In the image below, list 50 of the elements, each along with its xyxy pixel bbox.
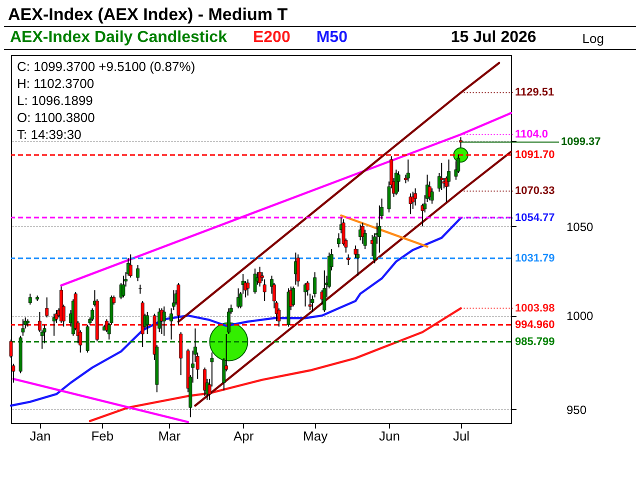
y-tick-label: 1000 bbox=[566, 309, 594, 324]
x-tick-label: Mar bbox=[158, 428, 182, 444]
candlestick bbox=[292, 286, 295, 307]
data-label: 1129.51 bbox=[515, 86, 554, 99]
candlestick bbox=[459, 136, 462, 148]
candlestick bbox=[45, 296, 49, 318]
candlestick bbox=[346, 254, 350, 266]
annotation: L: 1096.1899 bbox=[17, 93, 93, 108]
candlestick bbox=[396, 170, 400, 192]
y-tick-label: 1050 bbox=[566, 220, 594, 234]
text: Log bbox=[582, 30, 604, 46]
x-tick-label: May bbox=[303, 428, 328, 444]
x-tick-label: Feb bbox=[91, 428, 114, 444]
candlestick bbox=[128, 254, 132, 278]
data-label: 1003.98 bbox=[515, 302, 555, 314]
candlestick bbox=[356, 248, 360, 276]
candlestick bbox=[414, 188, 418, 206]
candlestick bbox=[246, 278, 250, 296]
text: M50 bbox=[316, 29, 348, 46]
candlestick bbox=[296, 254, 300, 288]
candlestick bbox=[203, 367, 206, 397]
ref-line-label: 1031.79 bbox=[515, 252, 555, 264]
annotation: C: 1099.3700 +9.5100 (0.87%) bbox=[17, 59, 196, 74]
y-tick-label: 950 bbox=[566, 402, 587, 417]
x-tick-label: Apr bbox=[233, 428, 254, 444]
x-tick-label: Jun bbox=[379, 428, 400, 444]
text: E200 bbox=[252, 29, 290, 46]
candlestick bbox=[122, 275, 126, 298]
candlestick bbox=[146, 311, 150, 334]
data-label: 1070.33 bbox=[515, 185, 555, 198]
annotation: 1099.37 bbox=[561, 136, 601, 148]
ref-line-label: 985.799 bbox=[515, 336, 555, 348]
data-label: 1054.77 bbox=[515, 212, 555, 224]
annotation: T: 14:39:30 bbox=[17, 127, 82, 142]
candlestick bbox=[406, 159, 410, 182]
candlestick bbox=[136, 264, 140, 282]
chart-title: AEX-Index (AEX Index) - Medium T bbox=[4, 4, 636, 27]
candlestick bbox=[227, 308, 230, 334]
candlestick bbox=[52, 313, 56, 336]
candlestick bbox=[21, 318, 25, 336]
text: 15 Jul 2026 bbox=[450, 29, 536, 47]
annotation: O: 1100.3800 bbox=[17, 110, 95, 125]
data-label: 1104.0 bbox=[515, 128, 548, 140]
x-tick-label: Jul bbox=[452, 428, 470, 444]
ref-line-label: 994.960 bbox=[515, 318, 555, 331]
x-tick-label: Jan bbox=[30, 428, 51, 444]
ref-line-label: 1091.70 bbox=[515, 148, 555, 161]
candlestick bbox=[28, 293, 32, 306]
chart-subtitle: AEX-Index Daily Candlestick bbox=[10, 29, 227, 47]
annotation: H: 1102.3700 bbox=[17, 76, 94, 91]
